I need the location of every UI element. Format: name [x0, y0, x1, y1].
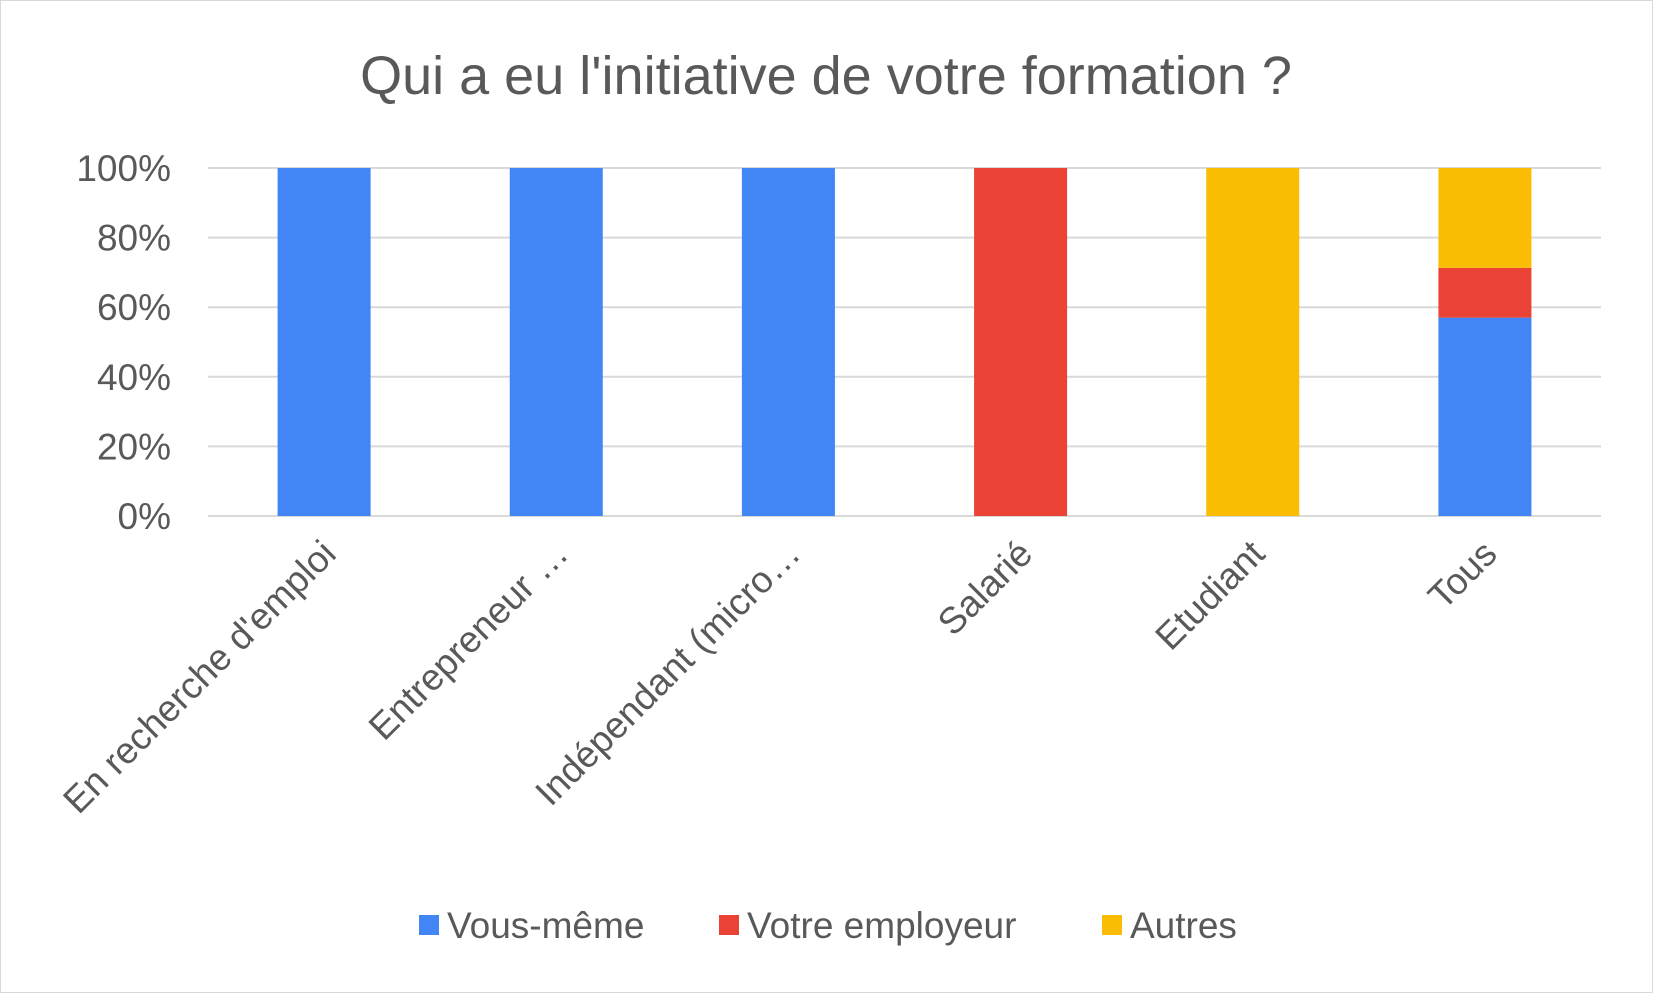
bar-segment	[277, 168, 371, 516]
bar-segment	[1438, 317, 1532, 516]
bar-segment	[741, 168, 835, 516]
legend-label: Votre employeur	[747, 905, 1016, 946]
bar-segment	[1206, 168, 1300, 516]
x-tick-label: Etudiant	[1147, 532, 1273, 658]
x-axis-tick-labels: En recherche d'emploi Entrepreneur …Indép…	[55, 532, 1504, 821]
legend-swatch	[1102, 915, 1122, 935]
x-tick-label: Tous	[1420, 533, 1504, 617]
bar-segment	[1438, 267, 1532, 318]
y-axis-tick-labels: 0% 20% 40% 60% 80% 100%	[76, 148, 171, 537]
gridlines	[208, 167, 1601, 517]
y-tick-label: 100%	[76, 148, 171, 189]
y-tick-label: 60%	[97, 287, 171, 328]
x-tick-label: Salarié	[930, 533, 1040, 643]
y-tick-label: 40%	[97, 357, 171, 398]
y-tick-label: 0%	[118, 496, 171, 537]
y-tick-label: 20%	[97, 426, 171, 467]
chart-title: Qui a eu l'initiative de votre formation…	[360, 46, 1292, 106]
x-tick-label: Indépendant (micro…	[527, 533, 808, 814]
bar-segment	[1438, 168, 1532, 268]
x-tick-label: En recherche d'emploi	[55, 533, 343, 821]
legend-swatch	[719, 915, 739, 935]
legend: Vous-même Votre employeur Autres	[419, 905, 1237, 946]
legend-label: Autres	[1130, 905, 1237, 946]
legend-swatch	[419, 915, 439, 935]
bars	[277, 168, 1532, 516]
y-tick-label: 80%	[97, 218, 171, 259]
bar-segment	[974, 168, 1068, 516]
legend-label: Vous-même	[447, 905, 644, 946]
x-tick-label: Entrepreneur …	[361, 533, 576, 748]
bar-segment	[509, 168, 603, 516]
